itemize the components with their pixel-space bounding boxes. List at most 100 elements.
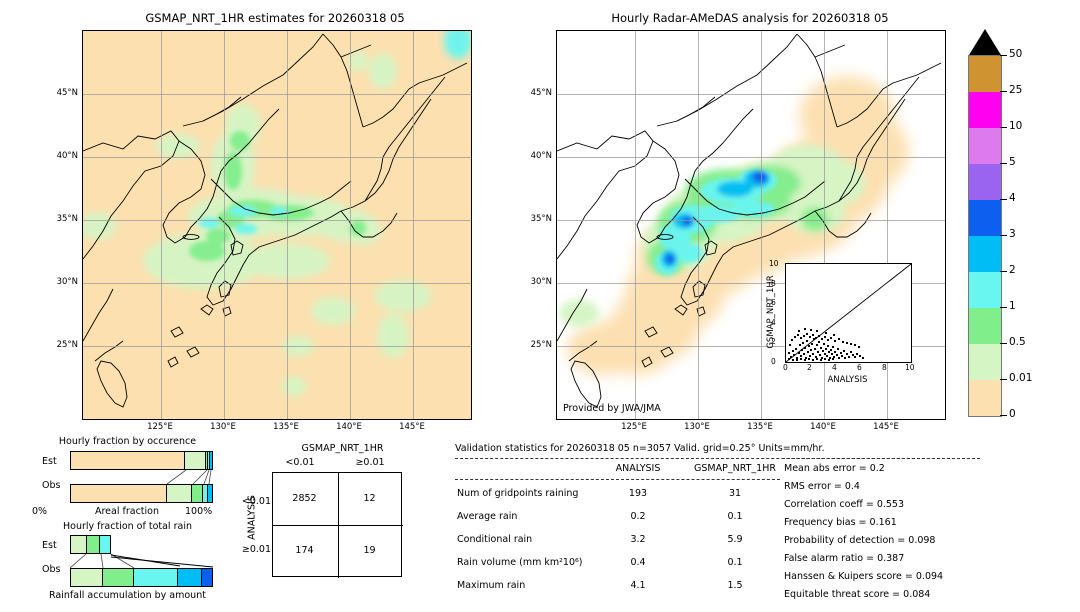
left-lat-label-40: 40°N bbox=[56, 151, 78, 161]
occurrence-bar-obs[interactable] bbox=[70, 484, 213, 503]
right-lon-label-125: 125°E bbox=[621, 422, 647, 432]
validation-score-7: Equitable threat score = 0.084 bbox=[784, 589, 931, 600]
colorbar-tick-05 bbox=[1000, 343, 1007, 344]
scatter-xtick-10: 10 bbox=[905, 363, 915, 372]
colorbar-tick-2 bbox=[1000, 271, 1007, 272]
total-rain-chart-title: Hourly fraction of total rain bbox=[63, 521, 192, 532]
grid-line-lon-130 bbox=[698, 31, 699, 419]
colorbar-seg-25 bbox=[969, 92, 1001, 128]
total-rain-bar-obs[interactable] bbox=[70, 568, 213, 587]
right-lat-label-40: 40°N bbox=[530, 151, 552, 161]
total-rain-est-seg-1 bbox=[86, 536, 101, 553]
right-lon-label-145: 145°E bbox=[873, 422, 899, 432]
occurrence-est-seg-1 bbox=[185, 452, 206, 469]
colorbar-tick-25 bbox=[1000, 91, 1007, 92]
total-rain-obs-seg-4 bbox=[202, 569, 212, 586]
left-lat-label-35: 35°N bbox=[56, 214, 78, 224]
left-map-precipitation bbox=[83, 31, 471, 408]
right-lat-label-35: 35°N bbox=[530, 214, 552, 224]
grid-line-lat-40 bbox=[557, 157, 945, 158]
left-lon-label-145: 145°E bbox=[399, 422, 425, 432]
total-rain-row-label-obs: Obs bbox=[42, 564, 61, 575]
total-rain-bar-chart[interactable]: Hourly fraction of total rain Est Obs Ra… bbox=[20, 521, 235, 601]
validation-row-gsmap-0: 31 bbox=[728, 488, 742, 499]
colorbar-seg-10 bbox=[969, 128, 1001, 164]
grid-line-lon-125 bbox=[161, 31, 162, 419]
validation-heading: Validation statistics for 20260318 05 n=… bbox=[455, 443, 825, 454]
scatter-xtick-6: 6 bbox=[857, 363, 862, 372]
gsmap-estimate-map[interactable] bbox=[82, 30, 472, 420]
grid-line-lon-145 bbox=[887, 31, 888, 419]
occurrence-axis-left-label: 0% bbox=[32, 506, 48, 517]
colorbar[interactable]: 50 25 10 5 4 3 2 1 0.5 0.01 0 bbox=[968, 28, 1080, 423]
contingency-title: GSMAP_NRT_1HR bbox=[301, 443, 384, 454]
colorbar-seg-5 bbox=[969, 164, 1001, 200]
right-panel-title: Hourly Radar-AMeDAS analysis for 2026031… bbox=[611, 11, 889, 25]
contingency-col-header-0: <0.01 bbox=[285, 457, 315, 468]
validation-score-1: RMS error = 0.4 bbox=[784, 481, 860, 492]
total-rain-obs-seg-0 bbox=[71, 569, 104, 586]
grid-line-lat-25 bbox=[557, 346, 945, 347]
contingency-row-header-0: <0.01 bbox=[241, 496, 271, 507]
grid-line-lat-45 bbox=[83, 94, 471, 95]
validation-row-label-0: Num of gridpoints raining bbox=[457, 488, 579, 499]
total-rain-obs-seg-1 bbox=[103, 569, 135, 586]
left-lon-label-135: 135°E bbox=[273, 422, 299, 432]
colorbar-tick-0 bbox=[1000, 415, 1007, 416]
scatter-xtick-0: 0 bbox=[783, 363, 788, 372]
grid-line-lon-140 bbox=[350, 31, 351, 419]
occurrence-obs-seg-1 bbox=[166, 485, 193, 502]
grid-line-lat-35 bbox=[83, 220, 471, 221]
validation-row-label-4: Maximum rain bbox=[457, 580, 526, 591]
colorbar-label-1: 1 bbox=[1009, 300, 1016, 312]
validation-score-5: False alarm ratio = 0.387 bbox=[784, 553, 905, 564]
validation-score-0: Mean abs error = 0.2 bbox=[784, 463, 885, 474]
validation-row-gsmap-1: 0.1 bbox=[727, 511, 743, 522]
contingency-col-header-1: ≥0.01 bbox=[355, 457, 385, 468]
scatter-xtick-2: 2 bbox=[807, 363, 812, 372]
colorbar-label-2: 2 bbox=[1009, 264, 1016, 276]
total-rain-axis-label: Rainfall accumulation by amount bbox=[49, 590, 206, 601]
grid-line-lon-145 bbox=[413, 31, 414, 419]
contingency-table[interactable]: GSMAP_NRT_1HR <0.01 ≥0.01 ANALYSIS <0.01… bbox=[240, 440, 415, 590]
right-lat-label-30: 30°N bbox=[530, 277, 552, 287]
colorbar-seg-4 bbox=[969, 200, 1001, 236]
grid-line-lon-140 bbox=[824, 31, 825, 419]
occurrence-est-seg-0 bbox=[71, 452, 186, 469]
occurrence-bar-est[interactable] bbox=[70, 451, 213, 470]
occurrence-chart-title: Hourly fraction by occurence bbox=[58, 436, 197, 447]
left-lon-label-140: 140°E bbox=[336, 422, 362, 432]
contingency-row-axis-label: ANALYSIS bbox=[246, 495, 258, 540]
colorbar-label-25: 25 bbox=[1009, 84, 1023, 96]
colorbar-label-4: 4 bbox=[1009, 192, 1016, 204]
validation-row-gsmap-3: 0.1 bbox=[727, 557, 743, 568]
validation-score-6: Hanssen & Kuipers score = 0.094 bbox=[784, 571, 944, 582]
colorbar-bar bbox=[968, 55, 1002, 417]
colorbar-label-10: 10 bbox=[1009, 120, 1023, 132]
colorbar-seg-001 bbox=[969, 380, 1001, 416]
right-lon-label-140: 140°E bbox=[810, 422, 836, 432]
left-lat-label-25: 25°N bbox=[56, 340, 78, 350]
colorbar-tick-4 bbox=[1000, 199, 1007, 200]
total-rain-est-seg-0 bbox=[71, 536, 87, 553]
scatter-ytick-0: 0 bbox=[771, 357, 776, 366]
colorbar-label-001: 0.01 bbox=[1009, 372, 1033, 384]
scatter-plot-inset[interactable] bbox=[785, 263, 912, 363]
radar-amedas-map[interactable]: Provided by JWA/JMA bbox=[556, 30, 946, 420]
occurrence-bar-chart[interactable]: Hourly fraction by occurence Est Obs 0% … bbox=[20, 436, 235, 517]
colorbar-seg-2 bbox=[969, 272, 1001, 308]
grid-line-lon-130 bbox=[224, 31, 225, 419]
grid-line-lat-30 bbox=[83, 283, 471, 284]
contingency-hline bbox=[273, 525, 403, 526]
colorbar-seg-05 bbox=[969, 344, 1001, 380]
total-rain-connectors bbox=[70, 554, 213, 568]
right-lon-label-130: 130°E bbox=[684, 422, 710, 432]
colorbar-tick-50 bbox=[1000, 55, 1007, 56]
occurrence-row-label-obs: Obs bbox=[42, 480, 61, 491]
colorbar-label-3: 3 bbox=[1009, 228, 1016, 240]
validation-col-header-gsmap: GSMAP_NRT_1HR bbox=[694, 463, 776, 474]
right-lat-label-45: 45°N bbox=[530, 88, 552, 98]
total-rain-row-label-est: Est bbox=[42, 540, 57, 551]
grid-line-lon-135 bbox=[761, 31, 762, 419]
total-rain-bar-est[interactable] bbox=[70, 535, 111, 554]
